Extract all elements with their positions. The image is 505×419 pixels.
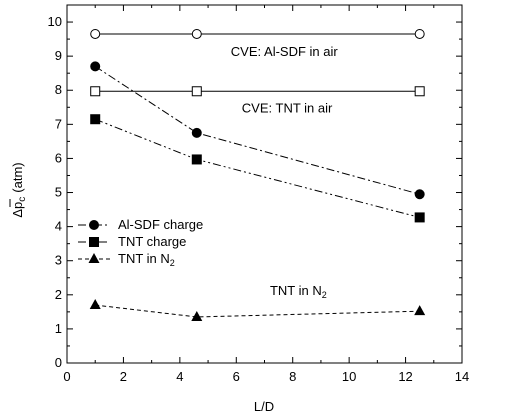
data-point-0-1 bbox=[191, 127, 202, 138]
data-point-3-2 bbox=[414, 28, 425, 39]
y-tick-label-6: 6 bbox=[55, 150, 62, 165]
y-tick-label-5: 5 bbox=[55, 185, 62, 200]
series-2 bbox=[89, 299, 426, 321]
y-tick-label-0: 0 bbox=[55, 355, 62, 370]
series-3 bbox=[90, 28, 425, 39]
series-layer bbox=[89, 28, 426, 321]
data-point-4-2 bbox=[414, 86, 425, 97]
y-axis-label: Δpc (atm) bbox=[9, 162, 28, 218]
data-point-1-0 bbox=[90, 114, 101, 125]
legend: Al-SDF charge TNT charge TNT in N2 bbox=[78, 217, 203, 268]
x-axis-label: L/D bbox=[254, 399, 274, 414]
svg-text:Δpc(atm): Δpc (atm) bbox=[10, 162, 28, 217]
series-line-2 bbox=[95, 304, 420, 318]
x-tick-label-12: 12 bbox=[398, 369, 412, 384]
x-tick-label-14: 14 bbox=[455, 369, 469, 384]
y-tick-label-8: 8 bbox=[55, 82, 62, 97]
x-tick-label-8: 8 bbox=[289, 369, 296, 384]
x-tick-label-0: 0 bbox=[63, 369, 70, 384]
y-tick-label-7: 7 bbox=[55, 116, 62, 131]
series-1 bbox=[90, 114, 425, 223]
data-point-2-2 bbox=[414, 305, 426, 316]
y-tick-label-1: 1 bbox=[55, 321, 62, 336]
legend-marker-0 bbox=[89, 220, 99, 230]
data-point-4-1 bbox=[191, 86, 202, 97]
x-tick-label-4: 4 bbox=[176, 369, 183, 384]
data-point-0-2 bbox=[414, 189, 425, 200]
legend-label-0: Al-SDF charge bbox=[118, 217, 203, 232]
y-tick-label-10: 10 bbox=[48, 14, 62, 29]
x-tick-label-6: 6 bbox=[233, 369, 240, 384]
data-point-2-1 bbox=[191, 310, 203, 321]
data-point-1-1 bbox=[191, 154, 202, 165]
x-tick-label-2: 2 bbox=[120, 369, 127, 384]
y-tick-label-9: 9 bbox=[55, 48, 62, 63]
series-line-0 bbox=[94, 65, 420, 195]
y-axis-label-sub: c bbox=[17, 197, 28, 202]
data-point-0-0 bbox=[90, 61, 101, 72]
series-4 bbox=[90, 86, 425, 97]
legend-label-1: TNT charge bbox=[118, 234, 186, 249]
annotation-1: CVE: TNT in air bbox=[242, 100, 333, 115]
y-axis-label-main: Δp bbox=[10, 202, 25, 218]
series-line-1 bbox=[95, 118, 420, 218]
legend-marker-1 bbox=[89, 237, 99, 247]
y-tick-label-4: 4 bbox=[55, 219, 62, 234]
y-tick-label-3: 3 bbox=[55, 253, 62, 268]
y-tick-label-2: 2 bbox=[55, 287, 62, 302]
legend-marker-2 bbox=[88, 253, 100, 263]
y-axis-label-unit: (atm) bbox=[10, 162, 25, 192]
data-point-1-2 bbox=[414, 212, 425, 223]
data-point-2-0 bbox=[89, 299, 101, 310]
legend-label-2: TNT in N2 bbox=[118, 251, 175, 268]
x-tick-label-10: 10 bbox=[342, 369, 356, 384]
annotation-2: TNT in N2 bbox=[270, 283, 327, 300]
annotations: CVE: Al-SDF in air CVE: TNT in air TNT in … bbox=[231, 44, 339, 300]
data-point-3-1 bbox=[191, 28, 202, 39]
data-point-3-0 bbox=[90, 28, 101, 39]
series-0 bbox=[90, 61, 425, 200]
annotation-0: CVE: Al-SDF in air bbox=[231, 44, 339, 59]
data-point-4-0 bbox=[90, 86, 101, 97]
